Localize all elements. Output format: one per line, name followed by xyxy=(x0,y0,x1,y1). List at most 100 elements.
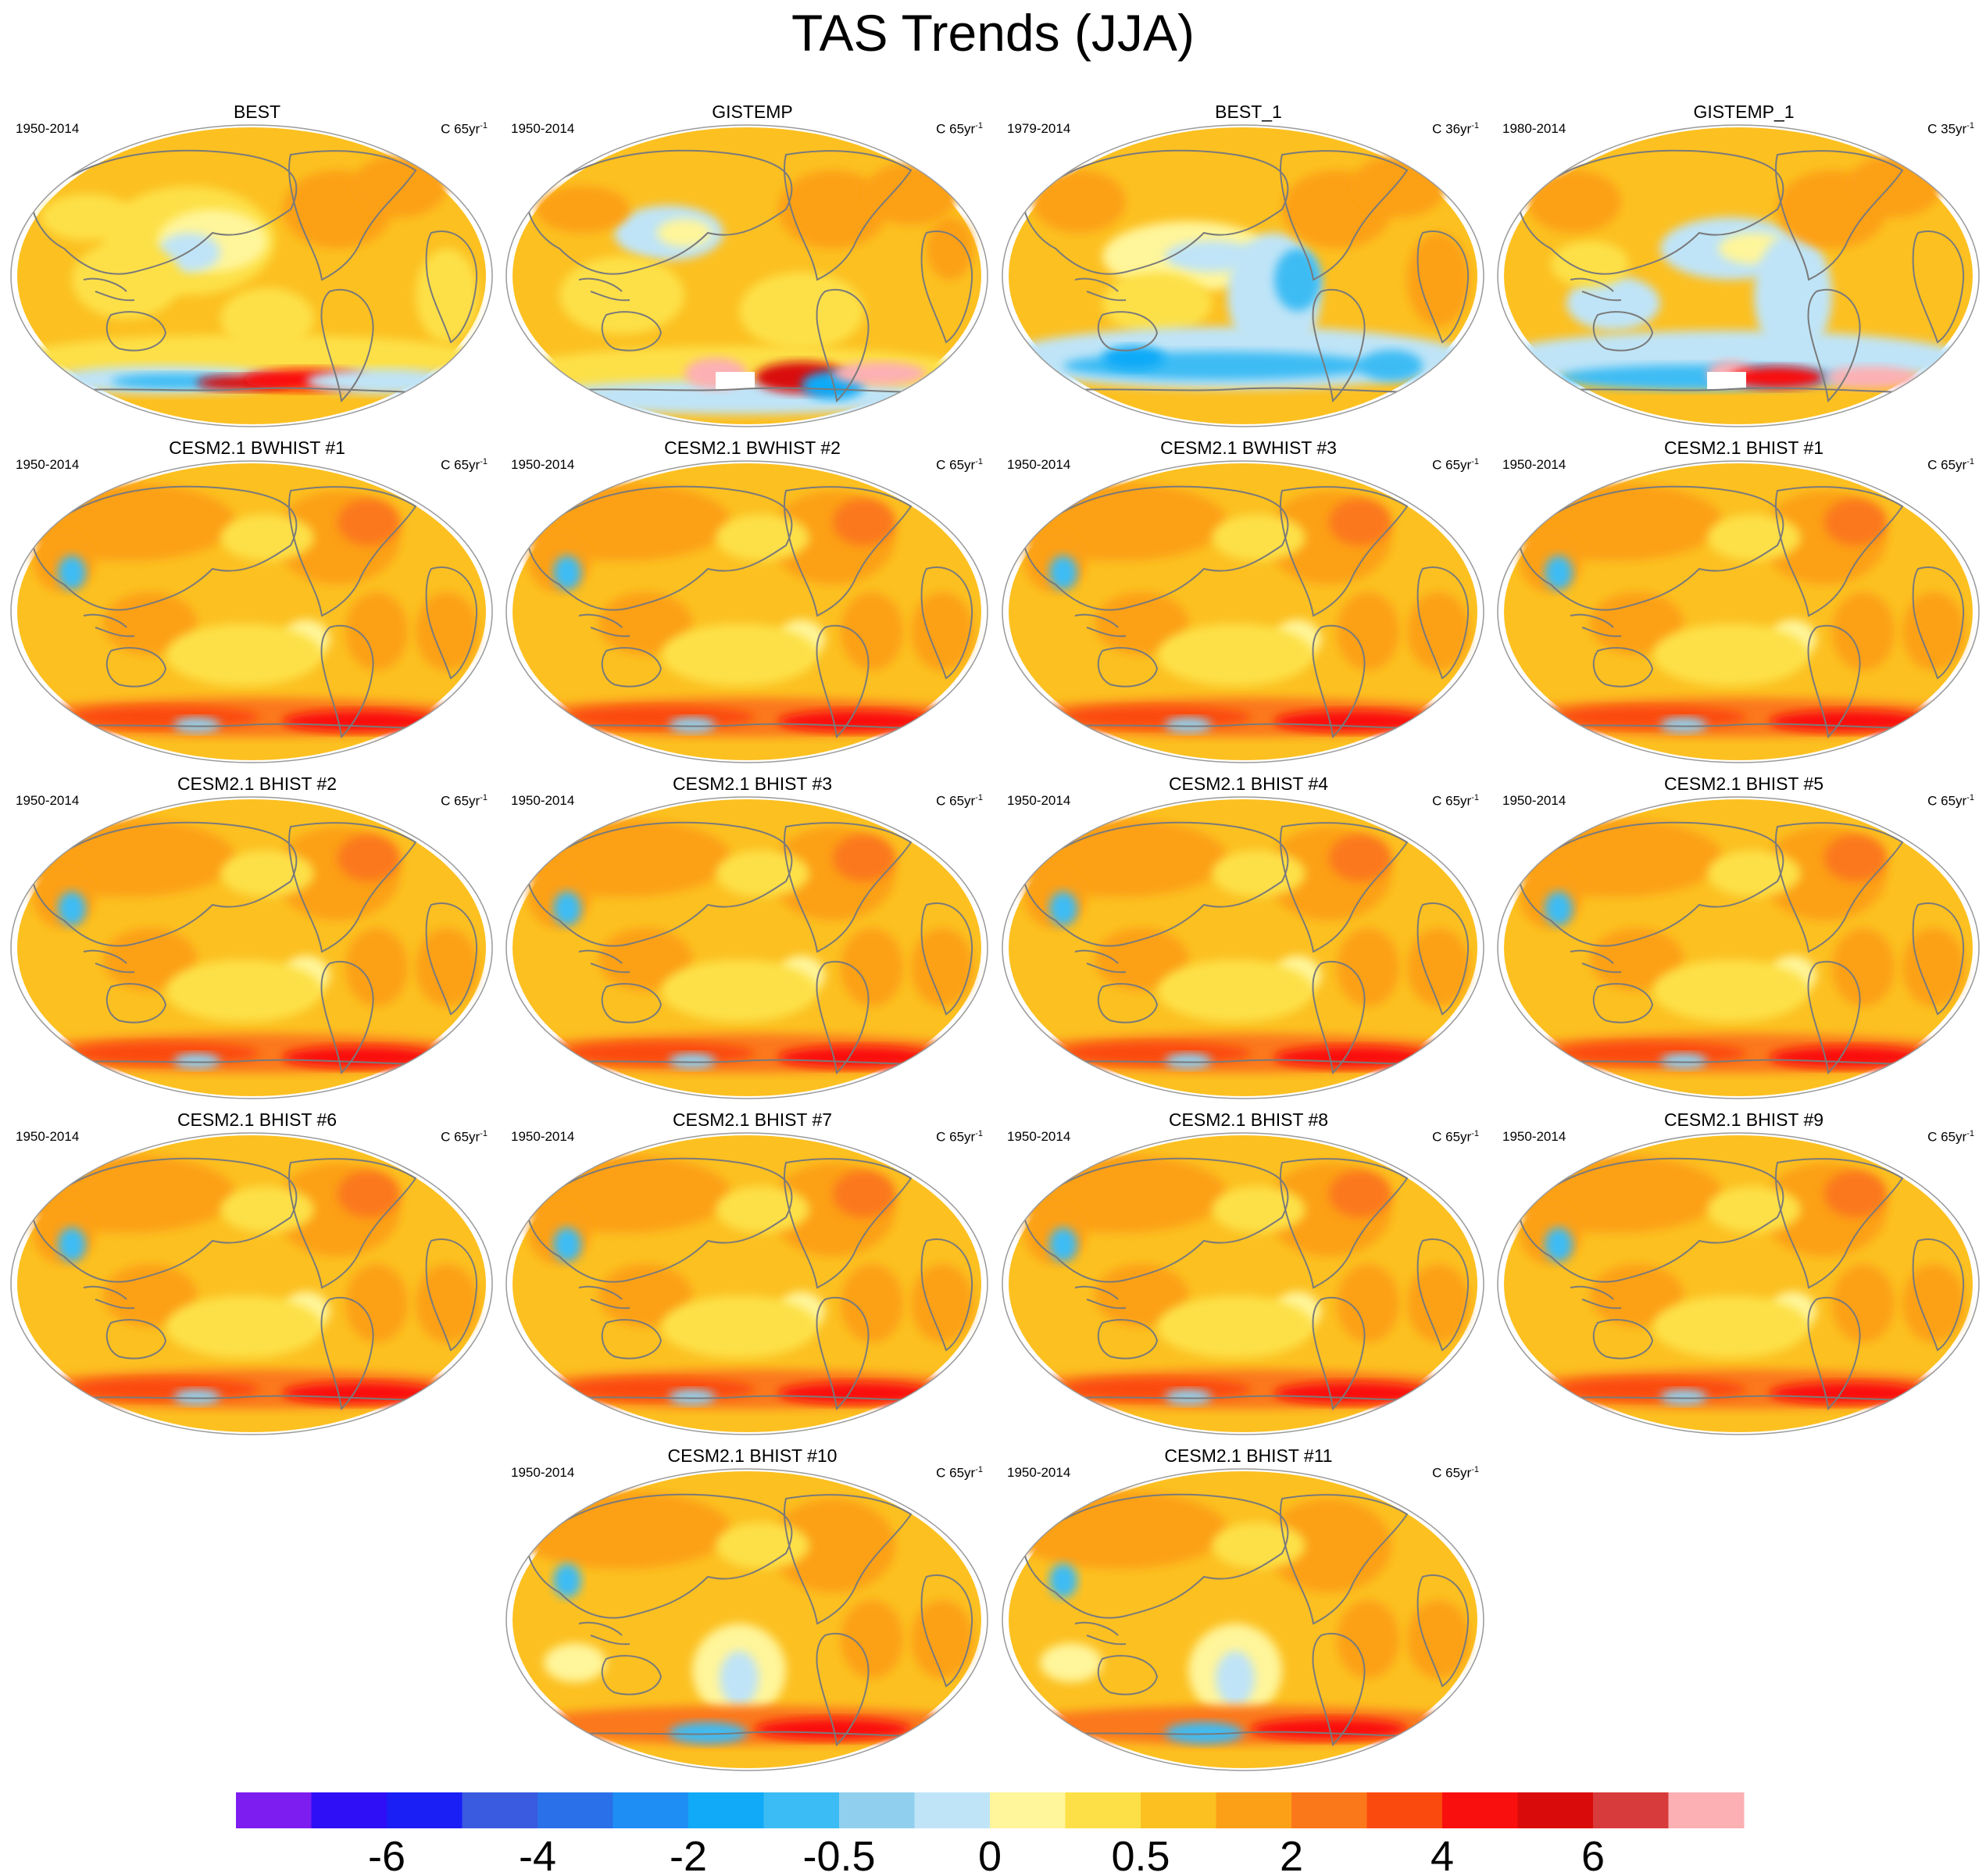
trend-region xyxy=(338,834,400,881)
eurasia-outline xyxy=(1023,1493,1289,1619)
trend-region xyxy=(1902,928,1965,1006)
trend-region xyxy=(1009,1706,1477,1745)
trend-region xyxy=(1049,1227,1077,1262)
africa-outline xyxy=(1416,902,1470,1016)
trend-region xyxy=(1527,170,1621,233)
colorbar-box xyxy=(1141,1792,1216,1828)
africa-outline xyxy=(920,1574,973,1688)
south-america-outline xyxy=(320,624,374,739)
trend-region xyxy=(306,369,463,394)
south-america-outline xyxy=(320,960,374,1075)
north-america-outline xyxy=(1280,822,1409,953)
trend-region xyxy=(716,1186,809,1233)
colorbar-box xyxy=(1065,1792,1141,1828)
trend-region xyxy=(1032,170,1126,233)
colorbar-box xyxy=(1216,1792,1292,1828)
maritime-outline xyxy=(1074,1621,1127,1646)
trend-region xyxy=(1095,1264,1188,1327)
panel-period: 1950-2014 xyxy=(16,1129,80,1144)
trend-region xyxy=(1832,1264,1895,1342)
maritime-outline xyxy=(1074,1285,1127,1310)
trend-region xyxy=(1040,1643,1102,1682)
south-america-outline xyxy=(816,288,870,403)
trend-region xyxy=(1157,1295,1313,1358)
map-border xyxy=(10,1132,493,1435)
map-border xyxy=(10,460,493,763)
trend-region xyxy=(1551,241,1629,288)
trend-region xyxy=(173,1389,220,1405)
north-america-outline xyxy=(288,822,417,953)
units-exponent: -1 xyxy=(975,457,983,466)
trend-region xyxy=(841,1264,903,1342)
eurasia-outline xyxy=(527,1157,793,1283)
trend-region xyxy=(1274,710,1431,732)
map-border xyxy=(1002,460,1484,763)
trend-region xyxy=(1049,1563,1077,1598)
panel-title: CESM2.1 BHIST #8 xyxy=(1168,1110,1329,1130)
north-america-outline xyxy=(784,150,913,281)
map-border xyxy=(1497,796,1980,1099)
trend-map xyxy=(1002,460,1484,763)
australia-outline xyxy=(1097,1655,1159,1696)
maritime-outline xyxy=(83,613,135,638)
colorbar-box xyxy=(311,1792,388,1828)
trend-region xyxy=(1754,233,1832,358)
units-exponent: -1 xyxy=(1471,793,1479,802)
colorbar-box xyxy=(1517,1792,1594,1828)
trend-region xyxy=(166,624,322,686)
trend-region xyxy=(1049,556,1077,590)
antarctica-outline xyxy=(1527,387,1950,394)
trend-map xyxy=(1002,1132,1484,1435)
trend-region xyxy=(1407,592,1470,670)
panel-title: CESM2.1 BWHIST #1 xyxy=(169,438,345,458)
south-america-outline xyxy=(816,960,870,1075)
antarctica-outline xyxy=(535,723,959,730)
south-america-outline xyxy=(1807,288,1861,403)
map-panel: CESM2.1 BHIST #4 1950-2014 C 65yr-1 xyxy=(1001,774,1496,1102)
africa-outline xyxy=(425,230,478,344)
colorbar-box xyxy=(538,1792,613,1828)
map-panel: CESM2.1 BWHIST #3 1950-2014 C 65yr-1 xyxy=(1001,438,1496,766)
africa-outline xyxy=(1416,1238,1470,1352)
colorbar-box xyxy=(387,1792,463,1828)
colorbar-box xyxy=(613,1792,689,1828)
map-border xyxy=(1002,1132,1484,1435)
maritime-outline xyxy=(578,949,630,974)
trend-region xyxy=(598,1264,692,1327)
trend-region xyxy=(841,592,903,670)
panel-title: CESM2.1 BWHIST #3 xyxy=(1160,438,1337,458)
australia-outline xyxy=(105,647,167,688)
maritime-outline xyxy=(578,613,630,638)
trend-region xyxy=(1652,959,1809,1022)
trend-map xyxy=(505,1468,988,1771)
north-america-outline xyxy=(288,486,417,617)
colorbar-tick-label: 0 xyxy=(978,1833,1002,1876)
trend-region xyxy=(1165,1053,1212,1069)
maritime-outline xyxy=(1074,277,1127,302)
map-border xyxy=(505,124,988,427)
units-label: C 65yr xyxy=(1927,457,1967,473)
north-america-outline xyxy=(784,486,913,617)
panel-period: 1950-2014 xyxy=(1007,1465,1071,1480)
antarctica-outline xyxy=(1527,1059,1950,1066)
trend-map xyxy=(505,1132,988,1435)
australia-outline xyxy=(601,311,663,352)
trend-region xyxy=(1212,514,1306,561)
trend-region xyxy=(72,241,181,319)
units-label: C 65yr xyxy=(936,121,976,137)
africa-outline xyxy=(1416,230,1470,344)
trend-region xyxy=(513,1491,731,1569)
trend-region xyxy=(1102,272,1212,334)
maritime-outline xyxy=(1570,1285,1622,1310)
trend-region xyxy=(770,1499,895,1592)
trend-region xyxy=(1407,1264,1470,1342)
map-border xyxy=(10,124,493,427)
units-exponent: -1 xyxy=(975,1129,983,1138)
units-label: C 65yr xyxy=(936,1129,976,1145)
north-america-outline xyxy=(1280,1158,1409,1289)
trend-region xyxy=(864,163,958,225)
units-label: C 65yr xyxy=(936,1465,976,1481)
africa-outline xyxy=(920,1238,973,1352)
antarctica-outline xyxy=(535,1395,959,1402)
maritime-outline xyxy=(83,949,135,974)
